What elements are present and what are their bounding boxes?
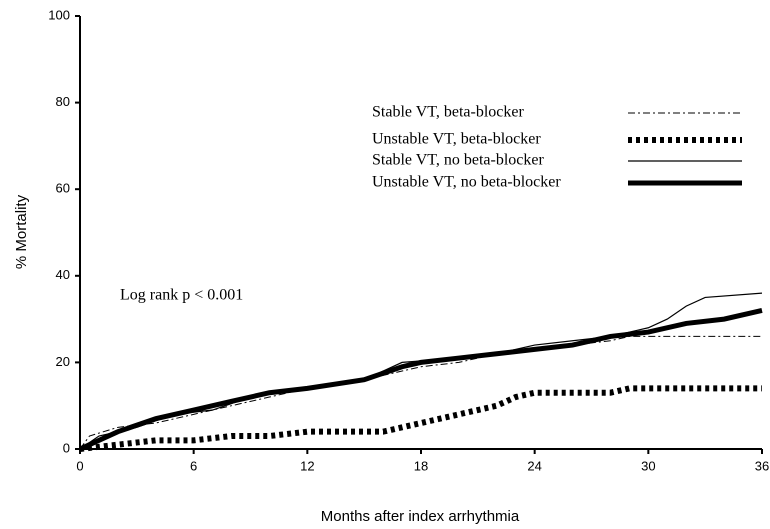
- series-line: [79, 292, 763, 450]
- x-axis-label: Months after index arrhythmia: [321, 508, 520, 525]
- series-line: [79, 385, 762, 452]
- x-tick-label: 36: [755, 458, 769, 473]
- y-tick-label: 60: [56, 181, 70, 196]
- y-tick-label: 40: [56, 267, 70, 282]
- legend-label: Unstable VT, no beta-blocker: [372, 174, 561, 191]
- y-tick-label: 0: [63, 440, 70, 455]
- legend-label: Unstable VT, beta-blocker: [372, 131, 541, 148]
- legend-label: Stable VT, beta-blocker: [372, 104, 524, 121]
- x-tick-label: 12: [300, 458, 314, 473]
- y-axis-label: % Mortality: [13, 194, 30, 269]
- annotation: Log rank p < 0.001: [120, 287, 243, 304]
- x-tick-label: 30: [641, 458, 655, 473]
- x-tick-label: 0: [76, 458, 83, 473]
- x-tick-label: 24: [527, 458, 541, 473]
- y-tick-label: 80: [56, 94, 70, 109]
- legend-label: Stable VT, no beta-blocker: [372, 152, 544, 169]
- y-tick-label: 100: [48, 7, 70, 22]
- series-line: [79, 335, 762, 450]
- series-line: [78, 308, 763, 452]
- x-tick-label: 18: [414, 458, 428, 473]
- x-tick-label: 6: [190, 458, 197, 473]
- y-tick-label: 20: [56, 354, 70, 369]
